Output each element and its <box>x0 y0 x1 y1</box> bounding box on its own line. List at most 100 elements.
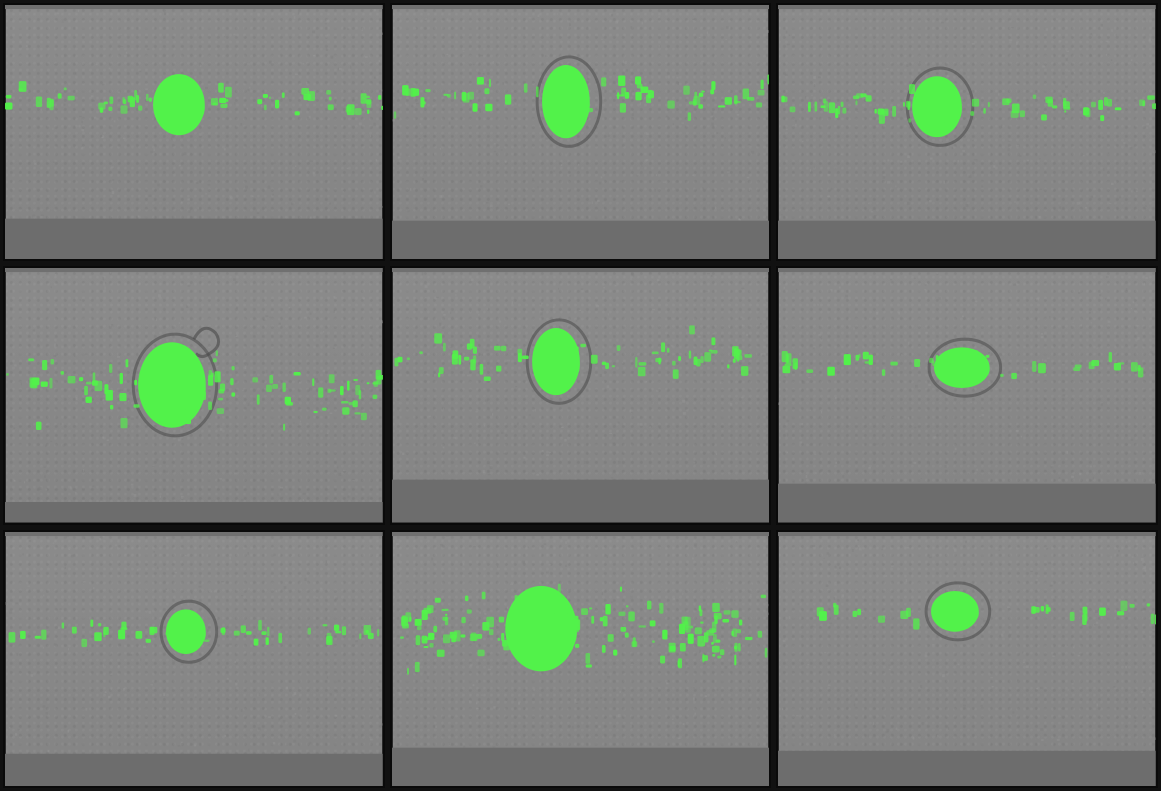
background-noise <box>738 219 741 221</box>
background-noise <box>760 353 763 356</box>
background-noise <box>1049 316 1051 319</box>
background-noise <box>939 433 942 436</box>
fluorescent-punctum <box>109 405 114 410</box>
background-noise <box>1079 567 1082 569</box>
fluorescent-punctum <box>908 118 912 123</box>
fluorescent-punctum <box>278 632 283 643</box>
fluorescent-punctum <box>738 619 742 626</box>
fluorescent-punctum <box>983 108 987 114</box>
background-noise <box>1017 679 1019 682</box>
background-noise <box>1001 633 1004 637</box>
background-noise <box>733 599 736 601</box>
background-noise <box>684 689 688 693</box>
fluorescent-punctum <box>824 101 829 112</box>
background-noise <box>108 67 111 70</box>
background-noise <box>420 601 422 603</box>
background-noise <box>886 728 890 732</box>
background-noise <box>1026 665 1030 668</box>
background-noise <box>1152 458 1155 462</box>
fluorescent-punctum <box>1000 374 1005 378</box>
fluorescent-punctum <box>1091 101 1097 108</box>
fluorescent-punctum <box>282 382 286 393</box>
background-noise <box>206 629 209 632</box>
background-noise <box>814 453 817 456</box>
background-noise <box>667 75 670 79</box>
background-noise <box>492 745 495 748</box>
fluorescent-punctum <box>422 101 426 105</box>
background-noise <box>294 712 297 715</box>
top-edge <box>778 531 1156 536</box>
background-noise <box>651 309 655 311</box>
fluorescent-punctum <box>619 586 622 592</box>
background-noise <box>725 587 727 589</box>
background-noise <box>309 387 312 391</box>
fluorescent-punctum <box>18 81 27 92</box>
background-noise <box>409 188 412 191</box>
bottom-strip <box>5 753 383 786</box>
background-noise <box>256 212 260 215</box>
background-noise <box>426 676 429 679</box>
background-noise <box>1085 207 1088 209</box>
background-noise <box>606 385 609 389</box>
fluorescent-punctum <box>393 111 396 119</box>
background-noise <box>751 582 753 585</box>
background-noise <box>1146 123 1150 126</box>
background-noise <box>739 316 743 319</box>
background-noise <box>326 432 329 435</box>
background-noise <box>828 684 831 686</box>
background-noise <box>502 453 506 455</box>
background-noise <box>924 654 928 657</box>
background-noise <box>842 475 845 478</box>
background-noise <box>406 70 410 73</box>
fluorescent-punctum <box>208 401 213 411</box>
fluorescent-punctum <box>823 98 827 104</box>
fluorescent-punctum <box>269 375 274 384</box>
background-noise <box>329 629 332 632</box>
background-noise <box>325 559 327 563</box>
fluorescent-punctum <box>133 404 140 409</box>
fluorescent-punctum <box>640 86 648 93</box>
background-noise <box>818 334 822 337</box>
background-noise <box>425 541 427 543</box>
background-noise <box>178 322 180 325</box>
background-noise <box>783 376 787 378</box>
background-noise <box>887 181 891 184</box>
fluorescent-punctum <box>333 624 340 631</box>
fluorescent-punctum <box>495 365 502 372</box>
background-noise <box>859 84 861 87</box>
background-noise <box>528 17 531 19</box>
background-noise <box>741 288 744 290</box>
background-noise <box>989 561 992 563</box>
background-noise <box>1039 158 1041 160</box>
background-noise <box>598 679 601 681</box>
fluorescent-punctum <box>451 354 458 365</box>
background-noise <box>159 496 162 499</box>
background-noise <box>1001 355 1003 357</box>
fluorescent-punctum <box>481 591 486 600</box>
background-noise <box>507 203 510 205</box>
background-noise <box>813 347 816 350</box>
fluorescent-punctum <box>638 362 646 366</box>
fluorescent-punctum <box>714 614 718 624</box>
background-noise <box>352 480 355 482</box>
background-noise <box>1141 608 1144 611</box>
background-noise <box>1097 407 1099 411</box>
background-noise <box>319 290 323 293</box>
background-noise <box>599 696 602 699</box>
background-noise <box>27 585 31 587</box>
background-noise <box>342 290 345 293</box>
background-noise <box>446 18 449 22</box>
background-noise <box>1055 595 1057 599</box>
background-noise <box>248 587 250 590</box>
background-noise <box>229 196 233 200</box>
background-noise <box>165 588 168 590</box>
background-noise <box>302 62 305 65</box>
fluorescent-punctum <box>460 634 466 638</box>
background-noise <box>409 318 412 320</box>
background-noise <box>302 499 305 502</box>
fluorescent-punctum <box>590 615 594 624</box>
background-noise <box>415 102 419 105</box>
background-noise <box>85 353 88 356</box>
background-noise <box>110 687 112 691</box>
background-noise <box>1045 479 1048 482</box>
